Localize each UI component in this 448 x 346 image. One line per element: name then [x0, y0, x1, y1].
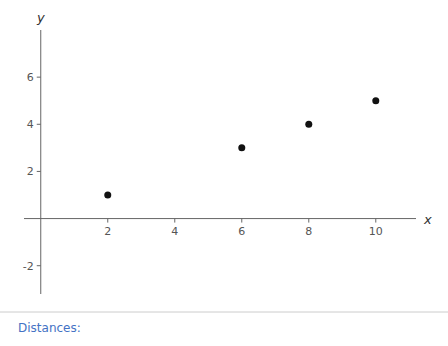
x-tick-label: 2 [104, 225, 111, 238]
x-tick [308, 219, 309, 223]
x-tick-label: 4 [171, 225, 178, 238]
x-tick [107, 219, 108, 223]
point [104, 192, 111, 199]
y-tick-label: 6 [27, 71, 34, 84]
y-axis-label: y [36, 10, 45, 25]
y-tick-label: 2 [27, 165, 34, 178]
y-tick [37, 124, 41, 125]
y-tick [37, 77, 41, 78]
point [238, 144, 245, 151]
x-tick [241, 219, 242, 223]
chart: 2 4 6 8 10 -2 2 4 6 x y Distances: [0, 0, 448, 346]
x-axis [24, 218, 416, 219]
y-tick-label: -2 [23, 260, 34, 273]
point [305, 121, 312, 128]
x-tick-label: 8 [305, 225, 312, 238]
y-axis [40, 30, 41, 294]
footer-separator [0, 312, 448, 313]
footer-text: Distances: [18, 321, 81, 335]
x-axis-label: x [423, 212, 432, 227]
point [372, 97, 379, 104]
x-tick-label: 10 [369, 225, 383, 238]
x-tick [174, 219, 175, 223]
x-tick-label: 6 [238, 225, 245, 238]
y-tick-label: 4 [27, 118, 34, 131]
y-tick [37, 265, 41, 266]
points [104, 97, 379, 198]
y-tick [37, 171, 41, 172]
x-tick [375, 219, 376, 223]
